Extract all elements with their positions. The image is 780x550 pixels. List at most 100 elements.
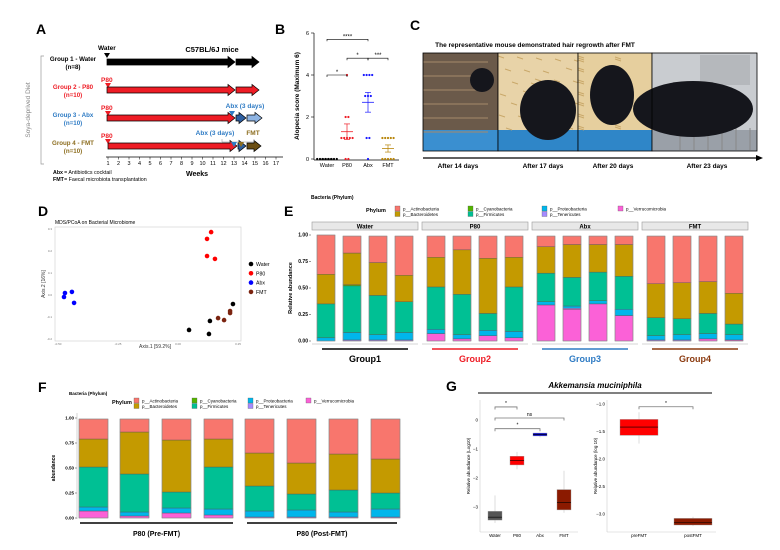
bedding-shaving bbox=[577, 115, 585, 119]
bar-segment-verrucomicrobia bbox=[698, 338, 718, 342]
facet-label: Water bbox=[357, 225, 374, 231]
week-tick-label: 6 bbox=[159, 161, 162, 167]
photo-frame bbox=[651, 52, 758, 152]
legend-label: p__Proteobacteria bbox=[256, 399, 293, 404]
stacked-bar bbox=[244, 418, 275, 519]
stacked-bar bbox=[588, 235, 608, 342]
data-point bbox=[389, 157, 392, 161]
y-tick-label: -0.1 bbox=[47, 315, 53, 319]
bar-segment-actinobacteria bbox=[370, 418, 401, 460]
y-tick-label: −1 bbox=[473, 447, 479, 452]
bedding-shaving bbox=[577, 79, 585, 83]
bar-segment-verrucomicrobia bbox=[426, 333, 446, 342]
y-tick-label: 0.50 bbox=[298, 286, 308, 292]
stacked-bar bbox=[478, 235, 498, 342]
significance-label: ns bbox=[527, 412, 533, 418]
legend-swatch-tenericutes bbox=[541, 211, 548, 217]
bar-segment-actinobacteria bbox=[203, 418, 234, 440]
mouse bbox=[633, 81, 753, 137]
group-label: P80 (Pre-FMT) bbox=[133, 531, 180, 538]
bar-segment-bacteroidetes bbox=[698, 281, 718, 314]
bar-segment-proteobacteria bbox=[452, 334, 472, 340]
bar-segment-bacteroidetes bbox=[672, 282, 692, 319]
stacked-bar bbox=[724, 235, 744, 342]
bar-outline bbox=[78, 418, 109, 519]
bar-segment-bacteroidetes bbox=[588, 244, 608, 273]
bar-segment-bacteroidetes bbox=[286, 462, 317, 495]
data-point bbox=[347, 157, 350, 161]
photo-caption: After 17 days bbox=[523, 163, 564, 170]
fmt-label: FMT bbox=[246, 130, 259, 137]
bar-outline bbox=[698, 235, 718, 342]
mouse-photo-3 bbox=[577, 52, 653, 152]
y-axis-title: Relative abundance bbox=[288, 262, 294, 314]
bar-segment-bacteroidetes bbox=[536, 246, 556, 274]
legend-label: p__Cyanobacteria bbox=[200, 399, 237, 404]
bar-segment-actinobacteria bbox=[119, 418, 150, 433]
group3-arrow-main bbox=[106, 111, 236, 125]
group-name: Group 2 - P80 bbox=[53, 84, 94, 91]
significance-label: *** bbox=[374, 53, 382, 59]
x-tick-label: Abx bbox=[536, 533, 545, 538]
x-tick-label: Water bbox=[320, 163, 335, 169]
bedding-shaving bbox=[577, 113, 585, 117]
group2-arrow-main bbox=[106, 83, 236, 97]
footnote-abbr: Abx bbox=[53, 170, 63, 176]
bar-segment-actinobacteria bbox=[161, 418, 192, 441]
bar-segment-proteobacteria bbox=[672, 334, 692, 341]
data-point-abx bbox=[61, 294, 67, 300]
bar-segment-proteobacteria bbox=[646, 335, 666, 341]
x-tick-label: 0.25 bbox=[235, 342, 241, 346]
data-point bbox=[381, 136, 384, 140]
y-axis-title: Relative abundance (Log10) bbox=[466, 437, 471, 494]
bedding-shaving bbox=[542, 70, 550, 74]
group-n: (n=10) bbox=[64, 148, 82, 155]
bedding-shaving bbox=[614, 124, 622, 128]
week-tick-label: 5 bbox=[148, 161, 151, 167]
bar-segment-firmicutes bbox=[316, 303, 336, 339]
box-postfmt bbox=[673, 518, 713, 526]
bar-segment-verrucomicrobia bbox=[588, 303, 608, 342]
legend-title: Phylum bbox=[112, 400, 132, 406]
mice-strain-label: C57BL/6J mice bbox=[185, 45, 238, 54]
data-point-fmt bbox=[221, 317, 227, 323]
y-tick-label: 0.75 bbox=[65, 441, 74, 446]
box-water bbox=[487, 511, 503, 521]
bar-outline bbox=[342, 235, 362, 342]
legend-swatch-actinobacteria bbox=[133, 397, 140, 404]
significance-bracket bbox=[326, 74, 348, 77]
p80-start-marker bbox=[105, 139, 111, 144]
bacteria-title: Bacteria (Phylum) bbox=[69, 391, 108, 396]
bedding-shaving bbox=[577, 81, 585, 85]
bar-segment-bacteroidetes bbox=[342, 252, 362, 286]
bar-segment-bacteroidetes bbox=[328, 453, 359, 491]
bedding-shaving bbox=[516, 56, 524, 60]
bar-outline bbox=[328, 418, 359, 519]
abx-label: Abx (3 days) bbox=[196, 130, 235, 137]
legend-swatch-verrucomicrobia bbox=[617, 205, 624, 212]
data-point-p80 bbox=[208, 229, 214, 235]
bar-segment-firmicutes bbox=[588, 271, 608, 301]
data-point bbox=[381, 157, 384, 161]
bedding-shaving bbox=[614, 126, 622, 130]
bar-segment-actinobacteria bbox=[646, 235, 666, 284]
group-label: Group2 bbox=[459, 354, 491, 364]
data-point bbox=[366, 157, 370, 161]
stacked-bar bbox=[78, 418, 109, 519]
bar-segment-verrucomicrobia bbox=[504, 337, 524, 342]
panel-label-e: E bbox=[284, 203, 293, 219]
x-tick-label: Abx bbox=[363, 163, 373, 169]
bar-segment-firmicutes bbox=[478, 313, 498, 331]
x-tick-label: Water bbox=[489, 533, 501, 538]
group4-arrow-end bbox=[246, 139, 262, 153]
stacked-bar bbox=[286, 418, 317, 519]
bedding-shaving bbox=[577, 127, 585, 131]
bar-segment-actinobacteria bbox=[504, 235, 524, 258]
week-tick-label: 14 bbox=[241, 161, 247, 167]
legend-swatch-actinobacteria bbox=[394, 205, 401, 212]
footnote-text: = Antibiotics cocktail bbox=[64, 170, 112, 176]
bar-outline bbox=[203, 418, 234, 519]
stacked-bar bbox=[426, 235, 446, 342]
bar-segment-bacteroidetes bbox=[161, 439, 192, 493]
group4-arrow-main bbox=[107, 139, 238, 153]
